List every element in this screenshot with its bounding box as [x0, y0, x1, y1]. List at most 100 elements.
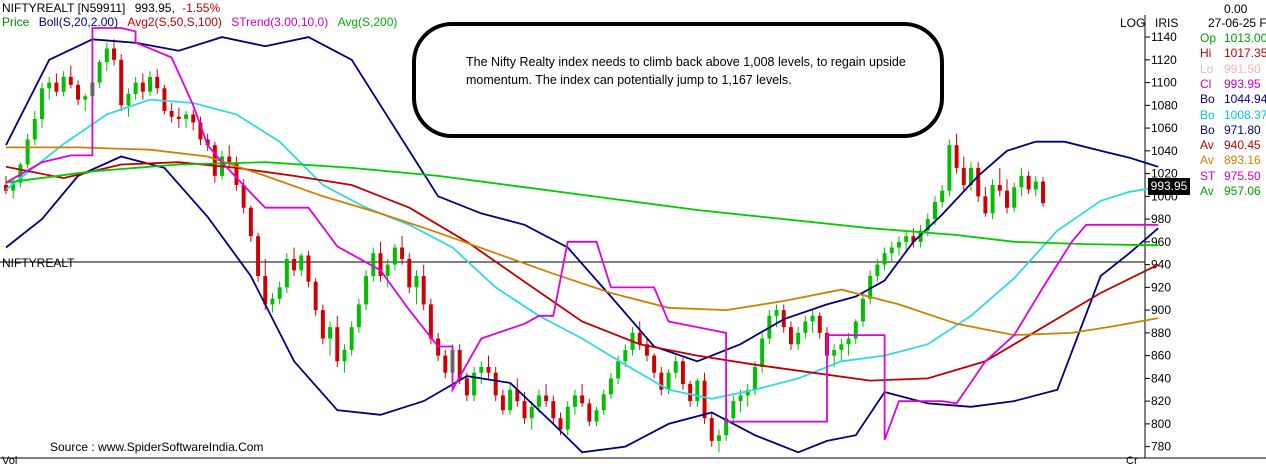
- candle-body: [4, 184, 8, 191]
- candle-body: [796, 332, 801, 345]
- candle-body: [558, 418, 563, 430]
- candle-body: [54, 82, 59, 92]
- indicator-legend: Price Boll(S,20,2.00) Avg2(S,50,S,100) S…: [2, 15, 397, 29]
- lower-symbol-label: NIFTYREALT: [2, 256, 75, 270]
- candle-body: [191, 114, 196, 123]
- candle-body: [832, 349, 837, 356]
- readout-row: Bo 1008.37: [1200, 108, 1266, 122]
- readout-value: 993.95: [1224, 76, 1261, 91]
- candle-body: [738, 395, 743, 402]
- candle-body: [817, 315, 822, 333]
- readout-value: 1017.35: [1224, 46, 1266, 61]
- candle-body: [810, 315, 815, 322]
- candle-body: [76, 84, 80, 100]
- readout-row: Av 893.16: [1200, 153, 1261, 168]
- candle-body: [248, 207, 253, 237]
- candle-body: [947, 145, 952, 191]
- candle-body: [184, 114, 189, 119]
- candle-body: [904, 236, 909, 242]
- source-label: Source : www.SpiderSoftwareIndia.Com: [50, 440, 264, 454]
- candle-body: [400, 247, 405, 259]
- candle-body: [443, 355, 448, 373]
- readout-value: 1044.94: [1224, 92, 1266, 107]
- y-tick-label: 960: [1151, 235, 1171, 249]
- candle-body: [882, 253, 887, 265]
- candle-body: [940, 190, 945, 203]
- candle-body: [162, 88, 167, 112]
- candle-body: [666, 372, 671, 390]
- candle-body: [472, 372, 477, 396]
- candle-body: [515, 389, 520, 402]
- candle-body: [479, 366, 484, 373]
- legend-boll: Boll(S,20,2.00): [38, 15, 119, 29]
- log-scale-toggle[interactable]: LOG: [1120, 16, 1146, 30]
- candle-body: [673, 361, 678, 373]
- series-line-strend: [5, 27, 1159, 441]
- readout-label: Hi: [1200, 46, 1212, 61]
- candle-body: [292, 258, 297, 271]
- candle-body: [133, 82, 138, 94]
- candle-body: [724, 418, 729, 436]
- legend-avg200: Avg(S,200): [337, 15, 398, 29]
- readout-label: Av: [1200, 184, 1214, 198]
- candle-body: [731, 401, 736, 419]
- legend-avg2: Avg2(S,50,S,100): [127, 15, 222, 29]
- candle-body: [1019, 175, 1024, 188]
- candle-body: [205, 139, 210, 146]
- candle-body: [464, 378, 469, 396]
- candle-body: [119, 59, 124, 106]
- candle-body: [1033, 181, 1038, 190]
- candle-body: [407, 258, 412, 288]
- candle-body: [853, 321, 858, 339]
- series-line-boll_mid: [5, 98, 1159, 400]
- candle-body: [652, 355, 657, 373]
- candle-body: [868, 275, 873, 299]
- candle-body: [846, 338, 851, 345]
- candle-body: [990, 184, 995, 214]
- candle-body: [752, 366, 757, 390]
- candle-body: [40, 88, 44, 119]
- readout-row: Av 940.45: [1200, 138, 1261, 152]
- candle-body: [356, 304, 361, 328]
- annotation-text: The Nifty Realty index needs to climb ba…: [466, 55, 906, 87]
- candle-body: [364, 275, 369, 305]
- symbol-label: NIFTYREALT [N59911]: [2, 1, 126, 15]
- candle-body: [637, 332, 642, 345]
- candle-body: [695, 380, 700, 402]
- y-tick-label: 820: [1151, 394, 1171, 408]
- y-tick-label: 1140: [1151, 30, 1177, 44]
- candle-body: [969, 167, 973, 185]
- readout-value: 1008.37: [1224, 107, 1266, 122]
- candle-body: [839, 344, 844, 350]
- y-tick-label: 860: [1151, 349, 1171, 363]
- candle-body: [148, 76, 153, 92]
- y-tick-label: 1060: [1151, 121, 1178, 135]
- candle-body: [1005, 190, 1009, 208]
- candle-body: [335, 327, 340, 362]
- candle-body: [241, 184, 246, 208]
- candle-body: [911, 236, 916, 242]
- candle-body: [601, 394, 606, 411]
- chart-header: NIFTYREALT [N59911] 993.95, -1.55%: [2, 1, 220, 15]
- readout-row: Av 957.06: [1200, 184, 1261, 198]
- candle-body: [176, 116, 181, 119]
- candle-body: [126, 93, 131, 106]
- y-tick-label: 800: [1151, 417, 1171, 431]
- candle-body: [328, 327, 333, 339]
- candle-body: [25, 139, 30, 165]
- candle-body: [414, 275, 419, 288]
- candle-body: [486, 366, 491, 373]
- y-tick-label: 920: [1151, 280, 1171, 294]
- readout-label: Av: [1200, 153, 1214, 168]
- candle-body: [68, 76, 73, 85]
- candle-body: [565, 406, 570, 430]
- series-line-avg200: [5, 161, 1159, 247]
- readout-value: 975.50: [1224, 168, 1261, 183]
- readout-row: Bo 1044.94: [1200, 92, 1266, 106]
- candle-body: [270, 298, 275, 305]
- readout-label: ST: [1200, 168, 1216, 183]
- legend-strend: STrend(3.00,10,0): [231, 15, 329, 29]
- y-tick-label: 780: [1151, 440, 1171, 454]
- y-tick-label: 1120: [1151, 53, 1177, 67]
